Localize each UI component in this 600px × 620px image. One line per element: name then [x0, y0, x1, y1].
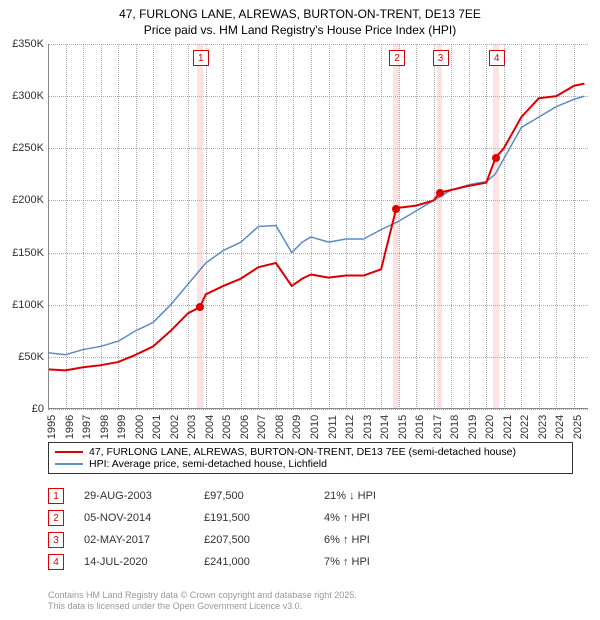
x-tick-label: 1998	[99, 415, 111, 439]
legend: 47, FURLONG LANE, ALREWAS, BURTON-ON-TRE…	[48, 442, 573, 474]
event-row: 2 05-NOV-2014£191,5004% ↑ HPI	[48, 510, 573, 526]
footer-line-1: Contains HM Land Registry data © Crown c…	[48, 590, 357, 600]
data-point-dot	[392, 205, 400, 213]
event-price: £241,000	[204, 556, 324, 568]
event-price: £207,500	[204, 534, 324, 546]
legend-item-hpi: HPI: Average price, semi-detached house,…	[55, 458, 566, 470]
event-marker: 4	[489, 50, 505, 66]
event-date: 02-MAY-2017	[84, 534, 204, 546]
chart-area: 1234 19951996199719981999200020012002200…	[48, 44, 588, 409]
x-tick-label: 2004	[204, 415, 216, 439]
title-line-2: Price paid vs. HM Land Registry's House …	[144, 23, 456, 37]
x-tick-label: 2013	[362, 415, 374, 439]
chart-lines	[48, 44, 588, 409]
x-tick-label: 2000	[134, 415, 146, 439]
x-tick-label: 2015	[397, 415, 409, 439]
event-marker: 1	[193, 50, 209, 66]
legend-label-price-paid: 47, FURLONG LANE, ALREWAS, BURTON-ON-TRE…	[89, 446, 516, 458]
x-tick-label: 2024	[555, 415, 567, 439]
x-tick-label: 1996	[64, 415, 76, 439]
footer-attribution: Contains HM Land Registry data © Crown c…	[48, 590, 357, 612]
x-tick-label: 2011	[326, 415, 338, 439]
x-tick-label: 1999	[116, 415, 128, 439]
data-point-dot	[492, 154, 500, 162]
legend-swatch-hpi	[55, 463, 83, 465]
y-tick-label: £150K	[0, 247, 44, 259]
x-tick-label: 2023	[537, 415, 549, 439]
x-tick-label: 2006	[239, 415, 251, 439]
x-tick-label: 1995	[46, 415, 58, 439]
x-tick-label: 2019	[467, 415, 479, 439]
event-row: 1 29-AUG-2003£97,50021% ↓ HPI	[48, 488, 573, 504]
legend-swatch-price-paid	[55, 451, 83, 453]
event-date: 14-JUL-2020	[84, 556, 204, 568]
x-tick-label: 2018	[449, 415, 461, 439]
y-axis	[48, 44, 49, 409]
y-tick-label: £350K	[0, 38, 44, 50]
x-tick-label: 2022	[520, 415, 532, 439]
x-tick-label: 2010	[309, 415, 321, 439]
x-tick-label: 2016	[414, 415, 426, 439]
data-point-dot	[196, 303, 204, 311]
x-tick-label: 2025	[572, 415, 584, 439]
chart-title: 47, FURLONG LANE, ALREWAS, BURTON-ON-TRE…	[0, 0, 600, 38]
event-date: 29-AUG-2003	[84, 490, 204, 502]
x-tick-label: 2017	[432, 415, 444, 439]
y-tick-label: £100K	[0, 299, 44, 311]
grid-line-h	[48, 409, 588, 410]
footer-line-2: This data is licensed under the Open Gov…	[48, 601, 302, 611]
event-diff: 4% ↑ HPI	[324, 512, 370, 524]
x-tick-label: 2005	[222, 415, 234, 439]
legend-item-price-paid: 47, FURLONG LANE, ALREWAS, BURTON-ON-TRE…	[55, 446, 566, 458]
y-tick-label: £200K	[0, 194, 44, 206]
event-number-box: 4	[48, 554, 64, 570]
event-diff: 21% ↓ HPI	[324, 490, 376, 502]
event-marker: 2	[389, 50, 405, 66]
event-diff: 6% ↑ HPI	[324, 534, 370, 546]
legend-label-hpi: HPI: Average price, semi-detached house,…	[89, 458, 327, 470]
event-price: £97,500	[204, 490, 324, 502]
event-date: 05-NOV-2014	[84, 512, 204, 524]
x-tick-label: 2007	[257, 415, 269, 439]
y-tick-label: £300K	[0, 90, 44, 102]
x-tick-label: 2003	[186, 415, 198, 439]
y-tick-label: £250K	[0, 142, 44, 154]
y-tick-label: £0	[0, 403, 44, 415]
line-series	[48, 96, 584, 355]
x-axis	[48, 408, 588, 409]
x-tick-label: 2014	[379, 415, 391, 439]
event-row: 3 02-MAY-2017£207,5006% ↑ HPI	[48, 532, 573, 548]
event-table: 1 29-AUG-2003£97,50021% ↓ HPI 2 05-NOV-2014…	[48, 488, 573, 576]
x-tick-label: 1997	[81, 415, 93, 439]
y-tick-label: £50K	[0, 351, 44, 363]
x-tick-label: 2012	[344, 415, 356, 439]
event-price: £191,500	[204, 512, 324, 524]
event-number-box: 1	[48, 488, 64, 504]
x-tick-label: 2021	[502, 415, 514, 439]
x-tick-label: 2008	[274, 415, 286, 439]
event-marker: 3	[433, 50, 449, 66]
x-tick-label: 2009	[292, 415, 304, 439]
line-series	[48, 84, 584, 371]
chart-container: 47, FURLONG LANE, ALREWAS, BURTON-ON-TRE…	[0, 0, 600, 620]
event-number-box: 3	[48, 532, 64, 548]
title-line-1: 47, FURLONG LANE, ALREWAS, BURTON-ON-TRE…	[119, 7, 481, 21]
x-tick-label: 2001	[151, 415, 163, 439]
event-diff: 7% ↑ HPI	[324, 556, 370, 568]
data-point-dot	[436, 189, 444, 197]
event-number-box: 2	[48, 510, 64, 526]
x-tick-label: 2002	[169, 415, 181, 439]
x-tick-label: 2020	[485, 415, 497, 439]
event-row: 4 14-JUL-2020£241,0007% ↑ HPI	[48, 554, 573, 570]
